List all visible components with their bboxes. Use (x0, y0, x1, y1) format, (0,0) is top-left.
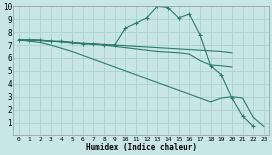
X-axis label: Humidex (Indice chaleur): Humidex (Indice chaleur) (86, 143, 197, 152)
